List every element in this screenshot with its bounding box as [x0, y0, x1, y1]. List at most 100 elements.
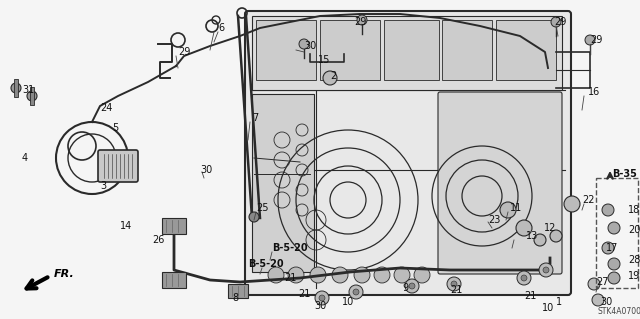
Circle shape: [447, 277, 461, 291]
Bar: [256, 20, 316, 80]
Text: 29: 29: [590, 35, 602, 45]
Text: 18: 18: [628, 205, 640, 215]
Text: 30: 30: [314, 301, 326, 311]
Circle shape: [543, 267, 549, 273]
Circle shape: [394, 267, 410, 283]
Circle shape: [534, 234, 546, 246]
Circle shape: [521, 275, 527, 281]
Circle shape: [323, 71, 337, 85]
Circle shape: [608, 222, 620, 234]
Circle shape: [592, 294, 604, 306]
Text: 31: 31: [22, 85, 35, 95]
Text: 29: 29: [354, 17, 366, 27]
Text: 29: 29: [178, 47, 190, 57]
Circle shape: [310, 267, 326, 283]
Text: 6: 6: [218, 23, 224, 33]
Text: 11: 11: [510, 203, 522, 213]
Text: 7: 7: [252, 113, 259, 123]
Circle shape: [27, 91, 37, 101]
Circle shape: [249, 212, 259, 222]
Circle shape: [11, 83, 21, 93]
Text: 30: 30: [600, 297, 612, 307]
Circle shape: [517, 271, 531, 285]
Circle shape: [414, 267, 430, 283]
Circle shape: [357, 15, 367, 25]
Text: 24: 24: [100, 103, 113, 113]
Circle shape: [516, 220, 532, 236]
Bar: [14, 79, 18, 97]
Circle shape: [319, 295, 325, 301]
Circle shape: [602, 242, 614, 254]
Text: 21: 21: [450, 285, 462, 295]
Text: 14: 14: [120, 221, 132, 231]
Circle shape: [539, 263, 553, 277]
Circle shape: [299, 39, 309, 49]
Circle shape: [564, 196, 580, 212]
Circle shape: [608, 258, 620, 270]
Circle shape: [585, 35, 595, 45]
Text: 30: 30: [200, 165, 212, 175]
Circle shape: [409, 283, 415, 289]
Text: 10: 10: [342, 297, 355, 307]
Bar: [162, 218, 186, 234]
Circle shape: [405, 279, 419, 293]
Text: 9: 9: [402, 283, 408, 293]
Text: 4: 4: [22, 153, 28, 163]
Circle shape: [551, 17, 561, 27]
Circle shape: [354, 267, 370, 283]
Circle shape: [451, 281, 457, 287]
Bar: [442, 20, 492, 80]
Circle shape: [550, 230, 562, 242]
Text: 1: 1: [556, 297, 562, 307]
Text: 26: 26: [152, 235, 164, 245]
Text: STK4A0700A: STK4A0700A: [598, 308, 640, 316]
Text: 5: 5: [112, 123, 118, 133]
Bar: [252, 94, 314, 272]
Text: 30: 30: [304, 41, 316, 51]
Text: 12: 12: [544, 223, 556, 233]
Text: B-35: B-35: [612, 169, 637, 179]
Text: 3: 3: [100, 181, 106, 191]
Circle shape: [608, 272, 620, 284]
Bar: [596, 178, 638, 288]
Text: 17: 17: [606, 243, 618, 253]
Circle shape: [288, 267, 304, 283]
Bar: [384, 20, 439, 80]
Circle shape: [500, 202, 516, 218]
Text: 20: 20: [628, 225, 640, 235]
Text: 2: 2: [330, 71, 336, 81]
Bar: [30, 87, 34, 105]
Bar: [228, 284, 248, 298]
Text: B-5-20: B-5-20: [248, 259, 284, 269]
Bar: [496, 20, 556, 80]
Circle shape: [349, 285, 363, 299]
Text: 27: 27: [596, 277, 609, 287]
Text: 25: 25: [256, 203, 269, 213]
Bar: [320, 20, 380, 80]
Circle shape: [602, 204, 614, 216]
Circle shape: [332, 267, 348, 283]
Text: B-5-20: B-5-20: [272, 243, 308, 253]
Text: 15: 15: [318, 55, 330, 65]
Circle shape: [353, 289, 359, 295]
Text: 23: 23: [488, 215, 500, 225]
FancyBboxPatch shape: [438, 92, 562, 274]
FancyBboxPatch shape: [98, 150, 138, 182]
Text: 8: 8: [232, 293, 238, 303]
Circle shape: [268, 267, 284, 283]
Text: 19: 19: [628, 271, 640, 281]
Circle shape: [315, 291, 329, 305]
Text: 29: 29: [554, 17, 566, 27]
Text: 16: 16: [588, 87, 600, 97]
FancyBboxPatch shape: [245, 11, 571, 295]
Text: FR.: FR.: [54, 269, 75, 279]
Text: 28: 28: [628, 255, 640, 265]
Text: 21: 21: [298, 289, 310, 299]
Bar: [252, 16, 562, 90]
Text: 21: 21: [524, 291, 536, 301]
Text: 22: 22: [582, 195, 595, 205]
Bar: [162, 272, 186, 288]
Circle shape: [588, 278, 600, 290]
Text: 13: 13: [526, 231, 538, 241]
Circle shape: [374, 267, 390, 283]
